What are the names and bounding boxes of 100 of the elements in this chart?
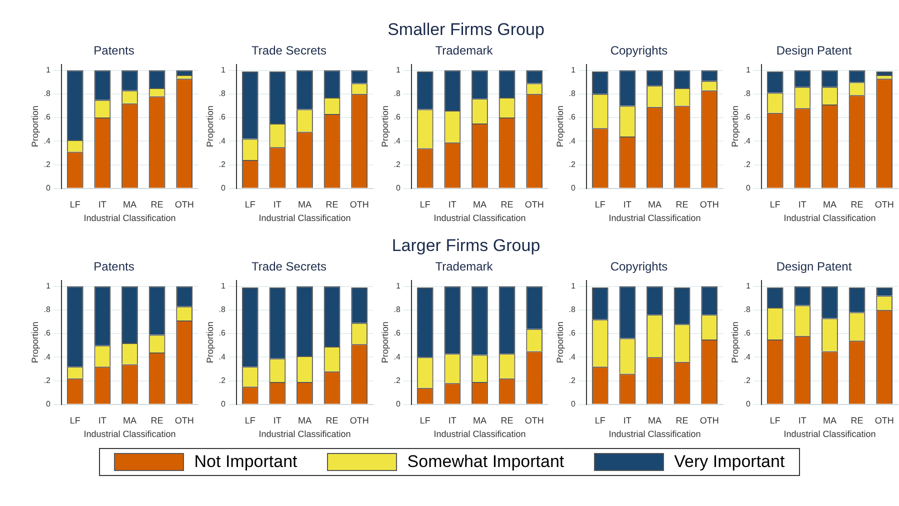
y-tick-label: .4 [218, 136, 226, 146]
y-tick-label: .6 [394, 328, 402, 338]
y-tick-label: 1 [46, 66, 52, 75]
x-tick-label: IT [273, 199, 282, 210]
x-tick-label: OTH [174, 199, 194, 210]
y-tick-label: 0 [221, 184, 226, 193]
x-tick-label: OTH [350, 199, 369, 210]
x-tick-label: LF [594, 415, 606, 426]
x-tick-label: IT [798, 199, 807, 210]
y-tick-label: 1 [221, 66, 226, 75]
y-tick-label: .8 [394, 89, 402, 98]
y-tick-label: .6 [44, 112, 52, 122]
x-tick-label: LF [244, 415, 256, 426]
y-tick-label: .2 [44, 160, 52, 169]
chart-title: Copyrights [610, 44, 668, 58]
y-tick-label: 0 [46, 184, 52, 193]
x-axis-title: Industrial Classification [608, 429, 701, 440]
y-tick-label: .2 [44, 376, 52, 385]
y-tick-label: 1 [571, 66, 576, 75]
y-tick-label: .4 [744, 352, 752, 362]
x-axis-title: Industrial Classification [784, 213, 876, 224]
y-axis-title: Proportion [204, 106, 215, 148]
y-tick-label: 0 [746, 184, 752, 193]
legend-label: Very Important [674, 452, 785, 472]
x-tick-label: OTH [174, 415, 194, 426]
x-tick-label: LF [70, 199, 81, 210]
legend-label: Not Important [194, 452, 298, 472]
x-tick-label: RE [676, 415, 688, 426]
y-tick-label: .4 [44, 352, 52, 362]
y-tick-label: .8 [744, 305, 752, 314]
y-tick-label: 0 [396, 184, 402, 193]
y-tick-label: .6 [218, 328, 226, 338]
y-tick-label: .4 [44, 136, 52, 146]
y-tick-label: 1 [396, 66, 402, 75]
chart-title: Trade Secrets [252, 260, 326, 274]
y-axis-title: Proportion [554, 106, 565, 148]
x-tick-label: IT [623, 415, 632, 426]
y-tick-label: .6 [44, 328, 52, 338]
legend-label: Somewhat Important [407, 452, 564, 472]
x-tick-label: LF [770, 199, 781, 210]
y-tick-label: .8 [744, 89, 752, 98]
x-tick-label: RE [500, 199, 514, 210]
y-tick-label: .6 [394, 112, 402, 122]
y-tick-label: .2 [394, 376, 402, 385]
y-axis-title: Proportion [730, 106, 740, 148]
x-tick-label: RE [326, 415, 338, 426]
x-tick-label: MA [648, 199, 662, 210]
y-tick-label: 1 [746, 282, 752, 291]
x-axis-title: Industrial Classification [434, 213, 526, 224]
x-tick-label: IT [273, 415, 282, 426]
x-axis-title: Industrial Classification [84, 213, 176, 224]
y-tick-label: .4 [568, 136, 576, 146]
y-axis-title: Proportion [380, 106, 390, 148]
chart-subtitle: Larger Firms Group [390, 236, 542, 256]
y-tick-label: .2 [568, 376, 576, 385]
y-axis-title: Proportion [380, 322, 390, 364]
chart-title: Trade Secrets [252, 44, 326, 58]
y-tick-label: 1 [396, 282, 402, 291]
x-tick-label: OTH [350, 415, 369, 426]
y-tick-label: .8 [218, 89, 226, 98]
x-tick-label: LF [420, 199, 431, 210]
x-tick-label: RE [850, 199, 864, 210]
x-tick-label: MA [472, 415, 486, 426]
x-tick-label: MA [298, 199, 312, 210]
x-tick-label: RE [676, 199, 688, 210]
y-tick-label: 0 [746, 400, 752, 409]
y-tick-label: .6 [568, 112, 576, 122]
x-tick-label: OTH [700, 415, 719, 426]
y-tick-label: .6 [218, 112, 226, 122]
x-tick-label: LF [420, 415, 431, 426]
chart-subtitle: Smaller Firms Group [386, 20, 546, 40]
y-tick-label: .2 [568, 160, 576, 169]
x-tick-label: MA [122, 199, 136, 210]
chart-title: Trademark [435, 44, 494, 58]
x-tick-label: RE [150, 415, 164, 426]
x-tick-label: IT [448, 415, 457, 426]
x-tick-label: RE [150, 199, 164, 210]
y-tick-label: .2 [394, 160, 402, 169]
y-tick-label: 0 [46, 400, 52, 409]
y-tick-label: 1 [746, 66, 752, 75]
x-tick-label: IT [448, 199, 457, 210]
y-axis-title: Proportion [730, 322, 740, 364]
x-tick-label: MA [648, 415, 662, 426]
x-tick-label: LF [70, 415, 81, 426]
y-axis-title: Proportion [30, 322, 40, 364]
x-tick-label: IT [98, 415, 107, 426]
x-tick-label: IT [798, 415, 807, 426]
y-tick-label: .4 [568, 352, 576, 362]
chart-title: Copyrights [610, 260, 668, 274]
y-tick-label: 1 [571, 282, 576, 291]
x-axis-title: Industrial Classification [608, 213, 701, 224]
x-tick-label: LF [244, 199, 256, 210]
y-tick-label: 0 [571, 184, 576, 193]
x-tick-label: MA [822, 415, 836, 426]
x-tick-label: OTH [700, 199, 719, 210]
y-tick-label: .4 [218, 352, 226, 362]
chart-title: Patents [94, 260, 134, 274]
chart-title: Design Patent [776, 44, 852, 58]
y-axis-title: Proportion [204, 322, 215, 364]
y-tick-label: .8 [44, 305, 52, 314]
